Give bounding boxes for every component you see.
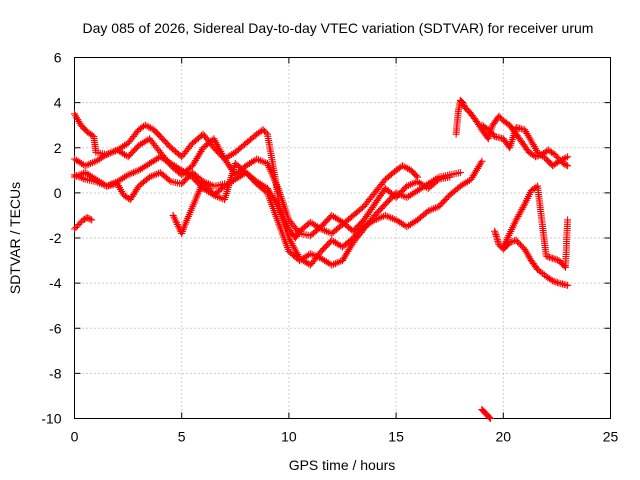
marker-track [71,153,486,269]
marker-track [478,406,494,422]
y-tick-label: 0 [54,185,62,201]
data-series [71,214,96,233]
chart-title: Day 085 of 2026, Sidereal Day-to-day VTE… [83,20,594,36]
data-series [169,178,229,237]
data-series [478,121,572,170]
y-tick-label: -8 [49,365,62,381]
y-tick-label: 6 [54,50,62,66]
x-tick-label: 20 [496,429,512,445]
marker-track [169,178,229,237]
y-tick-label: 2 [54,140,62,156]
data-markers [71,96,572,422]
x-tick-label: 0 [71,429,79,445]
y-tick-label: -6 [49,320,62,336]
y-tick-label: 4 [54,95,62,111]
marker-track [71,214,96,233]
x-tick-label: 10 [281,429,297,445]
x-tick-label: 25 [603,429,619,445]
data-series [499,182,572,271]
marker-track [478,121,572,170]
y-tick-label: -2 [49,230,62,246]
marker-track [499,182,572,271]
grid-lines [74,57,611,419]
y-axis-title: SDTVAR / TECUs [7,182,23,294]
y-tick-label: -4 [49,275,62,291]
data-series [71,153,486,269]
x-axis-title: GPS time / hours [289,457,396,473]
x-tick-label: 5 [178,429,186,445]
x-tick-label: 15 [388,429,404,445]
data-series [478,406,494,422]
y-tick-label: -10 [41,411,61,427]
axis-ticks: 0 5 10 15 20 25 -10 -8 -6 -4 -2 0 2 4 6 [41,50,618,445]
